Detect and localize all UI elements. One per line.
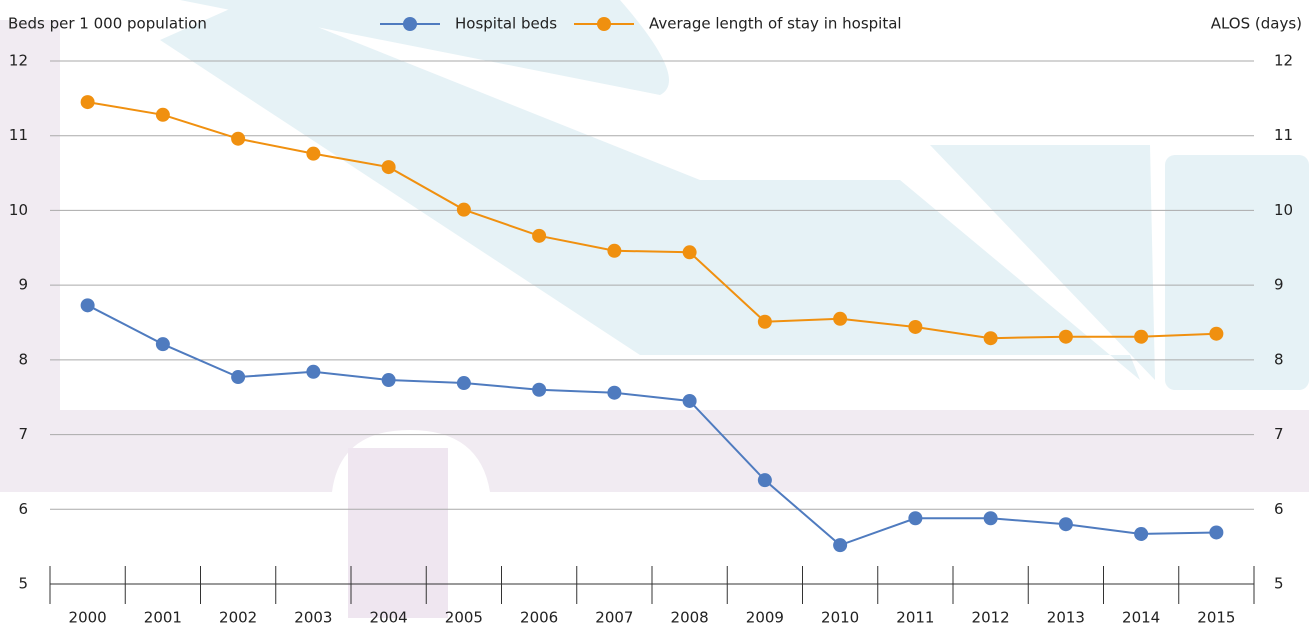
x-tick-label: 2003 — [294, 609, 332, 627]
y2-tick-label: 7 — [1274, 425, 1284, 443]
y2-tick-label: 8 — [1274, 350, 1284, 368]
data-point — [457, 376, 471, 390]
data-point — [532, 383, 546, 397]
data-point — [1059, 517, 1073, 531]
x-tick-label: 2012 — [972, 609, 1010, 627]
x-tick-label: 2000 — [69, 609, 107, 627]
data-point — [382, 373, 396, 387]
y2-tick-label: 6 — [1274, 500, 1284, 518]
data-point — [833, 312, 847, 326]
y2-tick-label: 9 — [1274, 276, 1284, 294]
data-point — [984, 331, 998, 345]
x-tick-label: 2010 — [821, 609, 859, 627]
y-tick-label: 5 — [18, 575, 28, 593]
data-point — [231, 132, 245, 146]
y-tick-label: 10 — [9, 201, 28, 219]
y-axis-label: Beds per 1 000 population — [8, 15, 207, 33]
y-tick-label: 9 — [18, 276, 28, 294]
data-point — [758, 315, 772, 329]
data-point — [532, 229, 546, 243]
data-point — [984, 511, 998, 525]
y2-tick-label: 5 — [1274, 575, 1284, 593]
data-point — [1134, 330, 1148, 344]
y-tick-label: 6 — [18, 500, 28, 518]
x-tick-label: 2011 — [896, 609, 934, 627]
data-point — [156, 108, 170, 122]
data-point — [607, 244, 621, 258]
data-point — [382, 160, 396, 174]
data-point — [306, 147, 320, 161]
data-point — [306, 365, 320, 379]
legend-marker — [597, 17, 611, 31]
y-tick-label: 8 — [18, 350, 28, 368]
y2-tick-label: 11 — [1274, 126, 1293, 144]
data-point — [457, 203, 471, 217]
chart: Beds per 1 000 population ALOS (days) 5 6… — [0, 0, 1309, 628]
data-point — [683, 245, 697, 259]
data-point — [683, 394, 697, 408]
x-tick-label: 2008 — [671, 609, 709, 627]
data-point — [1059, 330, 1073, 344]
y2-tick-label: 12 — [1274, 52, 1293, 70]
x-tick-label: 2005 — [445, 609, 483, 627]
x-tick-label: 2014 — [1122, 609, 1160, 627]
y-tick-label: 11 — [9, 126, 28, 144]
data-point — [607, 386, 621, 400]
data-point — [758, 473, 772, 487]
x-tick-label: 2007 — [595, 609, 633, 627]
data-point — [1209, 525, 1223, 539]
x-tick-label: 2015 — [1197, 609, 1235, 627]
data-point — [156, 337, 170, 351]
x-tick-label: 2006 — [520, 609, 558, 627]
x-tick-label: 2002 — [219, 609, 257, 627]
data-point — [81, 298, 95, 312]
data-point — [833, 538, 847, 552]
data-point — [1134, 527, 1148, 541]
data-point — [1209, 327, 1223, 341]
data-point — [231, 370, 245, 384]
x-tick-label: 2001 — [144, 609, 182, 627]
data-point — [908, 511, 922, 525]
x-tick-label: 2004 — [370, 609, 408, 627]
legend-label: Hospital beds — [455, 15, 557, 33]
y2-axis-label: ALOS (days) — [1211, 15, 1302, 33]
legend-label: Average length of stay in hospital — [649, 15, 902, 33]
y-tick-label: 7 — [18, 425, 28, 443]
x-tick-label: 2009 — [746, 609, 784, 627]
data-point — [908, 320, 922, 334]
background-watermark — [0, 0, 1309, 618]
x-tick-label: 2013 — [1047, 609, 1085, 627]
y2-tick-label: 10 — [1274, 201, 1293, 219]
y-tick-label: 12 — [9, 52, 28, 70]
data-point — [81, 95, 95, 109]
legend-marker — [403, 17, 417, 31]
